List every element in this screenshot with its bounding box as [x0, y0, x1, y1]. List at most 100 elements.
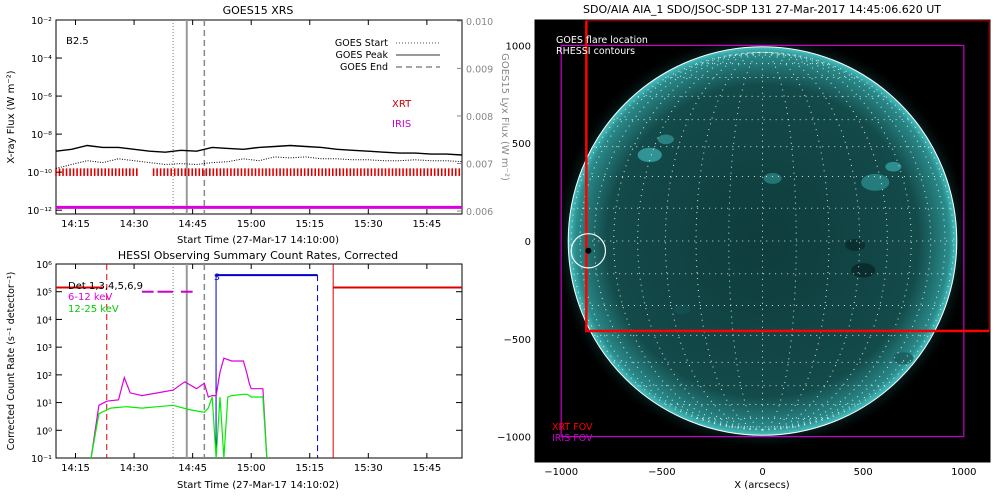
aia-y-tick-label: −500 [504, 335, 531, 346]
goes-series [55, 144, 463, 169]
active-region [845, 238, 866, 251]
aia-y-tick-label: 0 [525, 237, 531, 248]
hessi-y-tick-label: 10⁵ [36, 288, 52, 299]
aia-legend-rhessi-contours: RHESSI contours [556, 46, 635, 57]
aia-fov-boxes [560, 20, 990, 438]
aia-xlabel: X (arcsecs) [734, 480, 790, 491]
hessi-x-tick-label: 14:30 [120, 463, 149, 474]
goes-legend-label: GOES Peak [336, 50, 389, 61]
aia-x-tick-label: −500 [648, 467, 675, 478]
goes-title: GOES15 XRS [223, 4, 294, 17]
hessi-y-tick-label: 10¹ [36, 399, 52, 410]
goes-short-channel-line [55, 156, 463, 169]
hessi-vlines [106, 264, 334, 458]
aia-legend-xrt-fov: XRT FOV [552, 422, 593, 433]
goes-long-channel-line [55, 144, 463, 156]
hessi-12-25-kev-line [90, 393, 268, 459]
goes-x-tick-label: 14:15 [61, 219, 90, 230]
hessi-y-tick-label: 10³ [36, 343, 52, 354]
aia-x-ticks: −1000 −500 0 500 1000 [544, 456, 977, 478]
hessi-x-tick-label: 15:00 [237, 463, 266, 474]
goes-legend-label: GOES Start [335, 38, 388, 49]
hessi-xlabel: Start Time (27-Mar-17 14:10:02) [177, 480, 339, 491]
goes-bar-label-iris: IRIS [392, 119, 411, 130]
goes-y-ticks: 10⁻¹² 10⁻¹⁰ 10⁻⁸ 10⁻⁶ 10⁻⁴ 10⁻² [27, 16, 62, 217]
active-region [637, 147, 662, 163]
iris-fov-box [560, 44, 965, 438]
hessi-6-12-kev-line [90, 357, 268, 459]
hessi-legend-12-25: 12-25 keV [68, 304, 119, 315]
active-region [861, 173, 890, 191]
goes-x-tick-label: 15:45 [412, 219, 441, 230]
hessi-legend-6-12: 6-12 keV [68, 292, 112, 303]
active-region [893, 352, 914, 365]
goes-xlabel: Start Time (27-Mar-17 14:10:00) [177, 235, 339, 246]
goes-y-tick-label: 10⁻⁶ [31, 92, 52, 103]
aia-active-regions [637, 134, 914, 365]
goes-y2-tick-label: 0.010 [466, 17, 493, 28]
hessi-plot-frame [55, 263, 463, 459]
goes-y2label: GOES15 Lyx Flux (W m⁻²) [499, 53, 510, 181]
aia-x-tick-label: 500 [854, 467, 873, 478]
aia-grid [568, 51, 957, 431]
aia-legend-iris-fov: IRIS FOV [552, 433, 593, 444]
goes-annotation: B2.5 [66, 36, 89, 47]
aia-y-tick-label: 500 [512, 139, 531, 150]
aia-title: SDO/AIA AIA_1 SDO/JSOC-SDP 131 27-Mar-20… [583, 3, 941, 16]
active-region [885, 161, 902, 172]
hessi-y-tick-label: 10⁻¹ [31, 454, 52, 465]
goes-bars [55, 168, 462, 209]
aia-y-ticks: −1000 −500 0 500 1000 [497, 41, 541, 444]
hessi-x-tick-label: 15:30 [354, 463, 383, 474]
goes-x-tick-label: 14:30 [120, 219, 149, 230]
goes-y-tick-label: 10⁻¹² [27, 206, 52, 217]
aia-x-tick-label: −1000 [544, 467, 578, 478]
aia-flare-marker [570, 233, 607, 269]
goes-ylabel: X-ray Flux (W m⁻²) [6, 70, 17, 163]
hessi-x-tick-label: 15:45 [412, 463, 441, 474]
goes-x-tick-label: 15:15 [295, 219, 324, 230]
goes-y-tick-label: 10⁻² [31, 16, 52, 27]
hessi-y-tick-label: 10⁰ [36, 426, 52, 437]
goes-legend-label: GOES End [340, 62, 388, 73]
hessi-overlays [56, 274, 462, 458]
hessi-panel: HESSI Observing Summary Count Rates, Cor… [6, 249, 463, 491]
hessi-title: HESSI Observing Summary Count Rates, Cor… [118, 249, 398, 262]
hessi-x-tick-label: 14:45 [178, 463, 207, 474]
active-region [673, 304, 691, 315]
goes-y-tick-label: 10⁻⁸ [31, 130, 52, 141]
goes-y2-tick-label: 0.008 [466, 112, 493, 123]
xrt-fov-box [585, 20, 990, 333]
active-region [851, 263, 876, 278]
aia-panel: SDO/AIA AIA_1 SDO/JSOC-SDP 131 27-Mar-20… [497, 3, 991, 491]
goes-y2-tick-label: 0.009 [466, 64, 493, 75]
goes-x-tick-label: 14:45 [178, 219, 207, 230]
goes-bar-label-xrt: XRT [392, 99, 412, 110]
goes-y2-tick-label: 0.007 [466, 159, 493, 170]
hessi-y-tick-label: 10⁶ [36, 260, 52, 271]
hessi-x-ticks: 14:15 14:30 14:45 15:00 15:15 15:30 15:45 [61, 264, 441, 474]
aia-legend-goes-location: GOES flare location [556, 35, 648, 46]
aia-y-tick-label: 1000 [506, 41, 531, 52]
hessi-x-tick-label: 15:15 [295, 463, 324, 474]
aia-limb [567, 46, 958, 436]
goes-x-tick-label: 15:00 [237, 219, 266, 230]
hessi-x-tick-label: 14:15 [61, 463, 90, 474]
hessi-y-ticks: 10⁻¹ 10⁰ 10¹ 10² 10³ 10⁴ 10⁵ 10⁶ [31, 260, 462, 465]
goes-panel: GOES15 XRS 14:15 14:30 14:45 15:00 15:15 15:3… [6, 4, 510, 246]
active-region [657, 134, 674, 145]
aia-x-tick-label: 0 [759, 467, 765, 478]
goes-y2-ticks: 0.006 0.007 0.008 0.009 0.010 [457, 17, 493, 218]
goes-vlines [172, 20, 206, 214]
aia-y-tick-label: −1000 [497, 433, 531, 444]
hessi-legend-det: Det 1,3,4,5,6,9 [68, 281, 143, 292]
goes-x-tick-label: 15:30 [354, 219, 383, 230]
rhessi-contour-dot [585, 247, 592, 254]
hessi-y-tick-label: 10² [36, 371, 52, 382]
goes-flare-circle [570, 233, 607, 269]
hessi-y-tick-label: 10⁴ [36, 315, 52, 326]
hessi-series [90, 357, 268, 459]
hessi-marker-s: S [214, 273, 220, 283]
